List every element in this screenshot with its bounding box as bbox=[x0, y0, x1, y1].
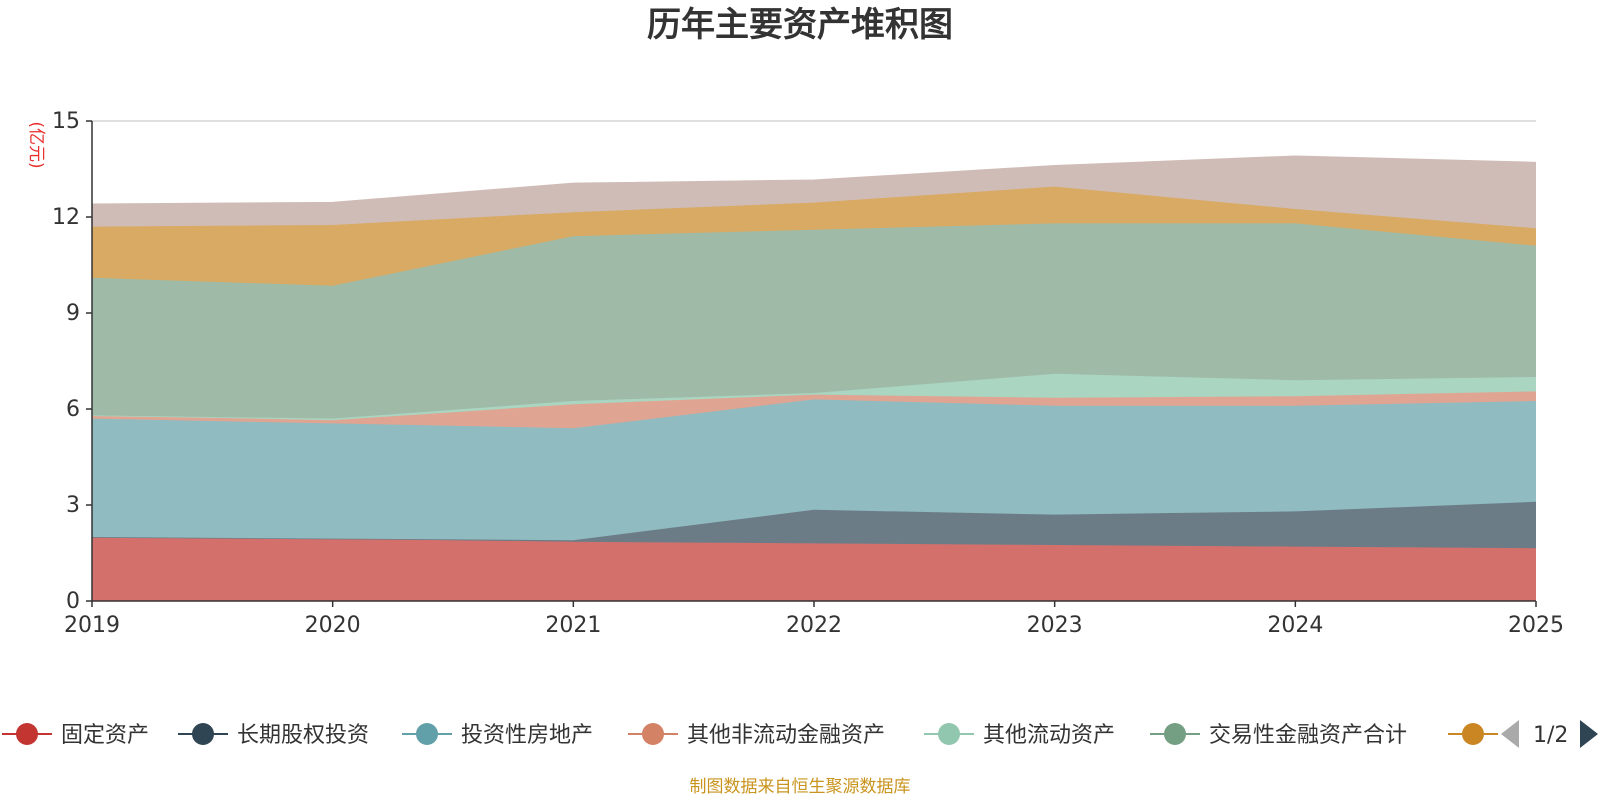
legend-marker-0 bbox=[16, 723, 38, 745]
area-layers bbox=[91, 155, 1537, 601]
x-tick-label-2019: 2019 bbox=[64, 613, 120, 638]
legend-marker-1 bbox=[192, 723, 214, 745]
legend-prev-page-icon[interactable] bbox=[1501, 720, 1519, 748]
x-tick-label-2024: 2024 bbox=[1267, 613, 1323, 638]
legend-marker-6 bbox=[1462, 723, 1484, 745]
area-6 bbox=[92, 186, 1536, 286]
y-tick-label-15: 15 bbox=[52, 109, 80, 134]
legend-label-3: 其他非流动金融资产 bbox=[687, 723, 885, 748]
x-tick-label-2022: 2022 bbox=[786, 613, 842, 638]
area-3 bbox=[92, 391, 1536, 429]
legend-next-page-icon[interactable] bbox=[1580, 720, 1598, 748]
legend-label-5: 交易性金融资产合计 bbox=[1209, 723, 1407, 748]
y-tick-label-6: 6 bbox=[66, 397, 80, 422]
legend-label-1: 长期股权投资 bbox=[237, 723, 369, 748]
legend-label-4: 其他流动资产 bbox=[983, 723, 1115, 748]
legend-page-indicator: 1/2 bbox=[1533, 723, 1568, 748]
x-tick-label-2023: 2023 bbox=[1027, 613, 1083, 638]
legend-marker-3 bbox=[642, 723, 664, 745]
y-tick-label-3: 3 bbox=[66, 493, 80, 518]
area-4 bbox=[92, 373, 1536, 421]
area-7 bbox=[92, 156, 1536, 229]
legend-marker-5 bbox=[1164, 723, 1186, 745]
y-tick-label-0: 0 bbox=[66, 589, 80, 614]
legend-label-2: 投资性房地产 bbox=[461, 723, 593, 748]
axes: 0 3 6 9 12 15 2019 2020 2021 2022 2023 2024 2025 bbox=[52, 109, 1564, 638]
chart-title: 历年主要资产堆积图 bbox=[647, 5, 953, 45]
y-axis-label: (亿元) bbox=[26, 121, 46, 168]
area-0 bbox=[92, 537, 1536, 601]
x-tick-label-2025: 2025 bbox=[1508, 613, 1564, 638]
area-edge-7 bbox=[91, 155, 1537, 205]
y-tick-label-12: 12 bbox=[52, 205, 80, 230]
y-tick-label-9: 9 bbox=[66, 301, 80, 326]
legend-marker-2 bbox=[416, 723, 438, 745]
source-note: 制图数据来自恒生聚源数据库 bbox=[690, 777, 911, 797]
area-2 bbox=[92, 399, 1536, 541]
legend-label-0: 固定资产 bbox=[61, 723, 149, 748]
legend: 固定资产 长期股权投资 投资性房地产 其他非流动金融资产 其他流动资产 交易性金融资产合计… bbox=[2, 720, 1598, 748]
legend-marker-4 bbox=[938, 723, 960, 745]
x-tick-label-2021: 2021 bbox=[545, 613, 601, 638]
area-5 bbox=[92, 223, 1536, 419]
x-tick-label-2020: 2020 bbox=[305, 613, 361, 638]
